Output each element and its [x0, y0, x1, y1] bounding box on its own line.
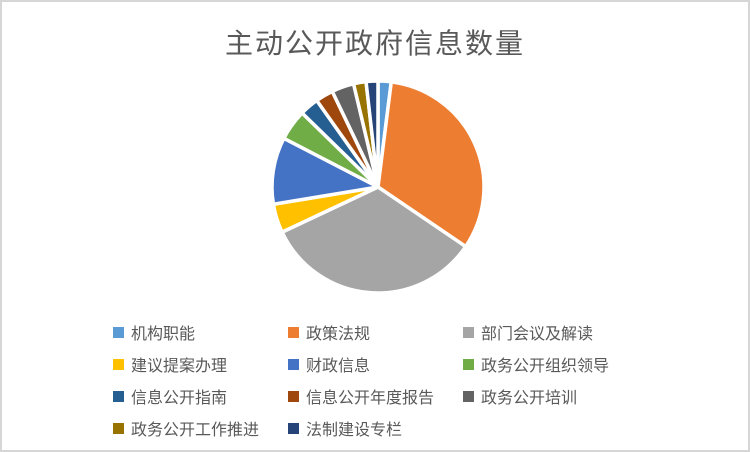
legend-item: 机构职能 [113, 320, 288, 344]
legend-label: 机构职能 [131, 326, 196, 343]
legend-item: 政务公开培训 [463, 384, 733, 408]
legend-swatch-icon [288, 326, 299, 338]
legend-item: 信息公开年度报告 [288, 384, 463, 408]
legend-item: 政务公开组织领导 [463, 352, 733, 376]
legend-swatch-icon [288, 390, 299, 402]
legend-label: 政务公开培训 [481, 390, 578, 407]
legend-label: 政务公开组织领导 [481, 358, 610, 375]
legend-swatch-icon [463, 358, 474, 370]
legend-label: 信息公开指南 [131, 390, 228, 407]
legend-label: 政务公开工作推进 [131, 422, 260, 439]
legend-item: 政策法规 [288, 320, 463, 344]
legend-swatch-icon [288, 422, 299, 434]
legend-swatch-icon [113, 326, 124, 338]
legend-label: 部门会议及解读 [481, 326, 594, 343]
pie-slice [280, 185, 468, 295]
legend-label: 信息公开年度报告 [306, 390, 435, 407]
legend-swatch-icon [288, 358, 299, 370]
chart-title: 主动公开政府信息数量 [224, 29, 525, 60]
legend-item: 信息公开指南 [113, 384, 288, 408]
chart-legend: 机构职能 政策法规 部门会议及解读建议提案办理 财政信息 政务公开组织领导信息公开指南 信… [113, 316, 733, 444]
legend-swatch-icon [463, 390, 474, 402]
legend-label: 建议提案办理 [131, 358, 228, 375]
legend-label: 法制建设专栏 [306, 422, 403, 439]
legend-label: 财政信息 [306, 358, 371, 375]
legend-swatch-icon [463, 326, 474, 338]
legend-item: 财政信息 [288, 352, 463, 376]
legend-item: 法制建设专栏 [288, 416, 463, 440]
legend-item: 政务公开工作推进 [113, 416, 288, 440]
legend-label: 政策法规 [306, 326, 371, 343]
pie-slice [364, 79, 380, 189]
pie-slice [376, 80, 486, 249]
legend-swatch-icon [113, 390, 124, 402]
legend-swatch-icon [113, 422, 124, 434]
legend-item: 建议提案办理 [113, 352, 288, 376]
legend-swatch-icon [113, 358, 124, 370]
legend-item: 部门会议及解读 [463, 320, 733, 344]
